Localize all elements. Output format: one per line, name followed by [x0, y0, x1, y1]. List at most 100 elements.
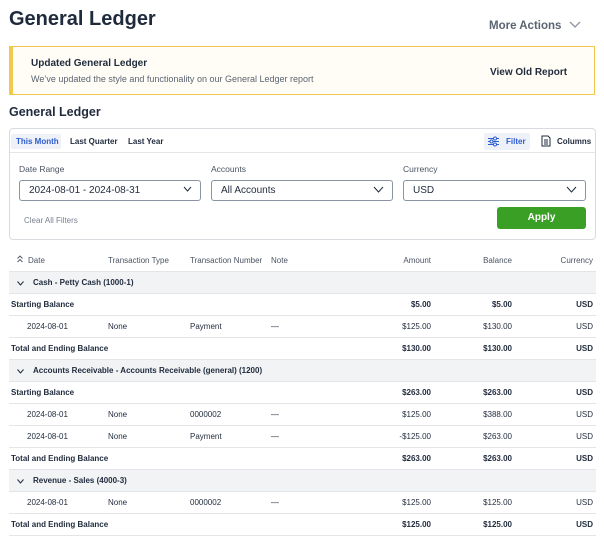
- ending-balance-row: Total and Ending Balance $130.00 $130.00 US…: [9, 338, 596, 360]
- row-label: Total and Ending Balance: [11, 344, 109, 353]
- column-header: Currency: [560, 256, 593, 265]
- transaction-row: 2024-08-01 None 0000002 — $125.00 $388.00 USD: [9, 404, 596, 426]
- sort-icon: [17, 255, 23, 263]
- cell: 2024-08-01: [27, 322, 68, 331]
- ending-balance-row: Total and Ending Balance $263.00 $263.00 US…: [9, 448, 596, 470]
- cell: None: [108, 498, 128, 507]
- cell: USD: [576, 454, 593, 463]
- cell: USD: [576, 520, 593, 529]
- cell: —: [271, 432, 279, 441]
- more-actions[interactable]: More Actions: [489, 20, 581, 32]
- date-range-select[interactable]: 2024-08-01 - 2024-08-31: [19, 180, 201, 201]
- transaction-row: 2024-08-01 None Payment — $125.00 $130.00 USD: [9, 316, 596, 338]
- cell: $130.00: [483, 344, 512, 353]
- cell: None: [108, 432, 128, 441]
- cell: Payment: [190, 432, 222, 441]
- group-name: Revenue - Sales (4000-3): [33, 476, 127, 485]
- transaction-row: 2024-08-01 None 0000002 — $125.00 $125.00 USD: [9, 492, 596, 514]
- accounts-value: All Accounts: [221, 185, 276, 196]
- banner-text: We’ve updated the style and functionalit…: [31, 74, 314, 84]
- banner: Updated General Ledger We’ve updated the…: [9, 46, 595, 95]
- ending-balance-row: Total and Ending Balance $125.00 $125.00 US…: [9, 514, 596, 536]
- currency-value: USD: [413, 185, 435, 196]
- columns-icon: [541, 135, 551, 147]
- cell: $263.00: [483, 388, 512, 397]
- cell: $263.00: [402, 388, 431, 397]
- cell: $125.00: [402, 322, 431, 331]
- group-name: Accounts Receivable - Accounts Receivabl…: [33, 366, 263, 375]
- cell: 0000002: [190, 410, 222, 419]
- transaction-row: 2024-08-01 None Payment — -$125.00 $263.00 USD: [9, 426, 596, 448]
- clear-filters[interactable]: Clear All Filters: [24, 216, 78, 225]
- cell: —: [271, 322, 279, 331]
- cell: $125.00: [483, 498, 512, 507]
- starting-balance-row: Starting Balance $5.00 $5.00 USD: [9, 294, 596, 316]
- filter-icon: [488, 136, 499, 147]
- cell: None: [108, 322, 128, 331]
- apply-button[interactable]: Apply: [497, 207, 586, 229]
- tab[interactable]: Last Quarter: [70, 137, 118, 146]
- cell: USD: [576, 322, 593, 331]
- column-header: Balance: [483, 256, 512, 265]
- accounts-select[interactable]: All Accounts: [211, 180, 393, 201]
- row-label: Total and Ending Balance: [11, 454, 109, 463]
- filter-label[interactable]: Filter: [506, 137, 526, 146]
- group-header[interactable]: Accounts Receivable - Accounts Receivabl…: [9, 360, 596, 382]
- chevron: [17, 477, 24, 486]
- cell: $5.00: [491, 300, 512, 309]
- column-header: Date: [28, 256, 45, 265]
- cell: $130.00: [483, 322, 512, 331]
- accounts-label: Accounts: [211, 164, 246, 174]
- column-header: Transaction Type: [108, 256, 169, 265]
- column-header: Transaction Number: [190, 256, 263, 265]
- chevron: [17, 279, 24, 288]
- cell: 2024-08-01: [27, 498, 68, 507]
- view-old-report[interactable]: View Old Report: [490, 67, 568, 78]
- filter-button[interactable]: Filter: [484, 133, 530, 150]
- cell: 0000002: [190, 498, 222, 507]
- cell: 2024-08-01: [27, 432, 68, 441]
- group-name: Cash - Petty Cash (1000-1): [33, 278, 134, 287]
- cell: USD: [576, 432, 593, 441]
- table-header: Date Transaction Type Transaction Number No…: [9, 250, 596, 272]
- cell: USD: [576, 344, 593, 353]
- cell: Payment: [190, 322, 222, 331]
- group-header[interactable]: Cash - Petty Cash (1000-1): [9, 272, 596, 294]
- currency-select[interactable]: USD: [403, 180, 586, 201]
- tab[interactable]: Last Year: [128, 137, 164, 146]
- banner-title: Updated General Ledger: [31, 58, 148, 69]
- cell: USD: [576, 498, 593, 507]
- cell: $263.00: [483, 454, 512, 463]
- cell: —: [271, 410, 279, 419]
- cell: $125.00: [402, 520, 431, 529]
- chevron: [569, 21, 581, 28]
- date-range-value: 2024-08-01 - 2024-08-31: [29, 185, 141, 196]
- more-actions-label[interactable]: More Actions: [489, 20, 562, 32]
- column-header: Note: [271, 256, 288, 265]
- cell: $125.00: [402, 410, 431, 419]
- cell: USD: [576, 410, 593, 419]
- cell: $125.00: [483, 520, 512, 529]
- cell: -$125.00: [399, 432, 431, 441]
- currency-label: Currency: [403, 164, 438, 174]
- page-title: General Ledger: [9, 8, 156, 30]
- cell: USD: [576, 388, 593, 397]
- tab[interactable]: This Month: [16, 137, 59, 146]
- divider: [10, 152, 595, 153]
- tab-highlight: [11, 134, 61, 149]
- cell: $263.00: [402, 454, 431, 463]
- cell: 2024-08-01: [27, 410, 68, 419]
- starting-balance-row: Starting Balance $263.00 $263.00 USD: [9, 382, 596, 404]
- cell: USD: [576, 300, 593, 309]
- date-range-label: Date Range: [19, 164, 65, 174]
- column-header: Amount: [403, 256, 431, 265]
- row-label: Starting Balance: [11, 388, 75, 397]
- cell: —: [271, 498, 279, 507]
- row-label: Starting Balance: [11, 300, 75, 309]
- filter-panel: [9, 128, 596, 240]
- cell: $125.00: [402, 498, 431, 507]
- columns-button[interactable]: Columns: [557, 137, 592, 146]
- group-header[interactable]: Revenue - Sales (4000-3): [9, 470, 596, 492]
- cell: $130.00: [402, 344, 431, 353]
